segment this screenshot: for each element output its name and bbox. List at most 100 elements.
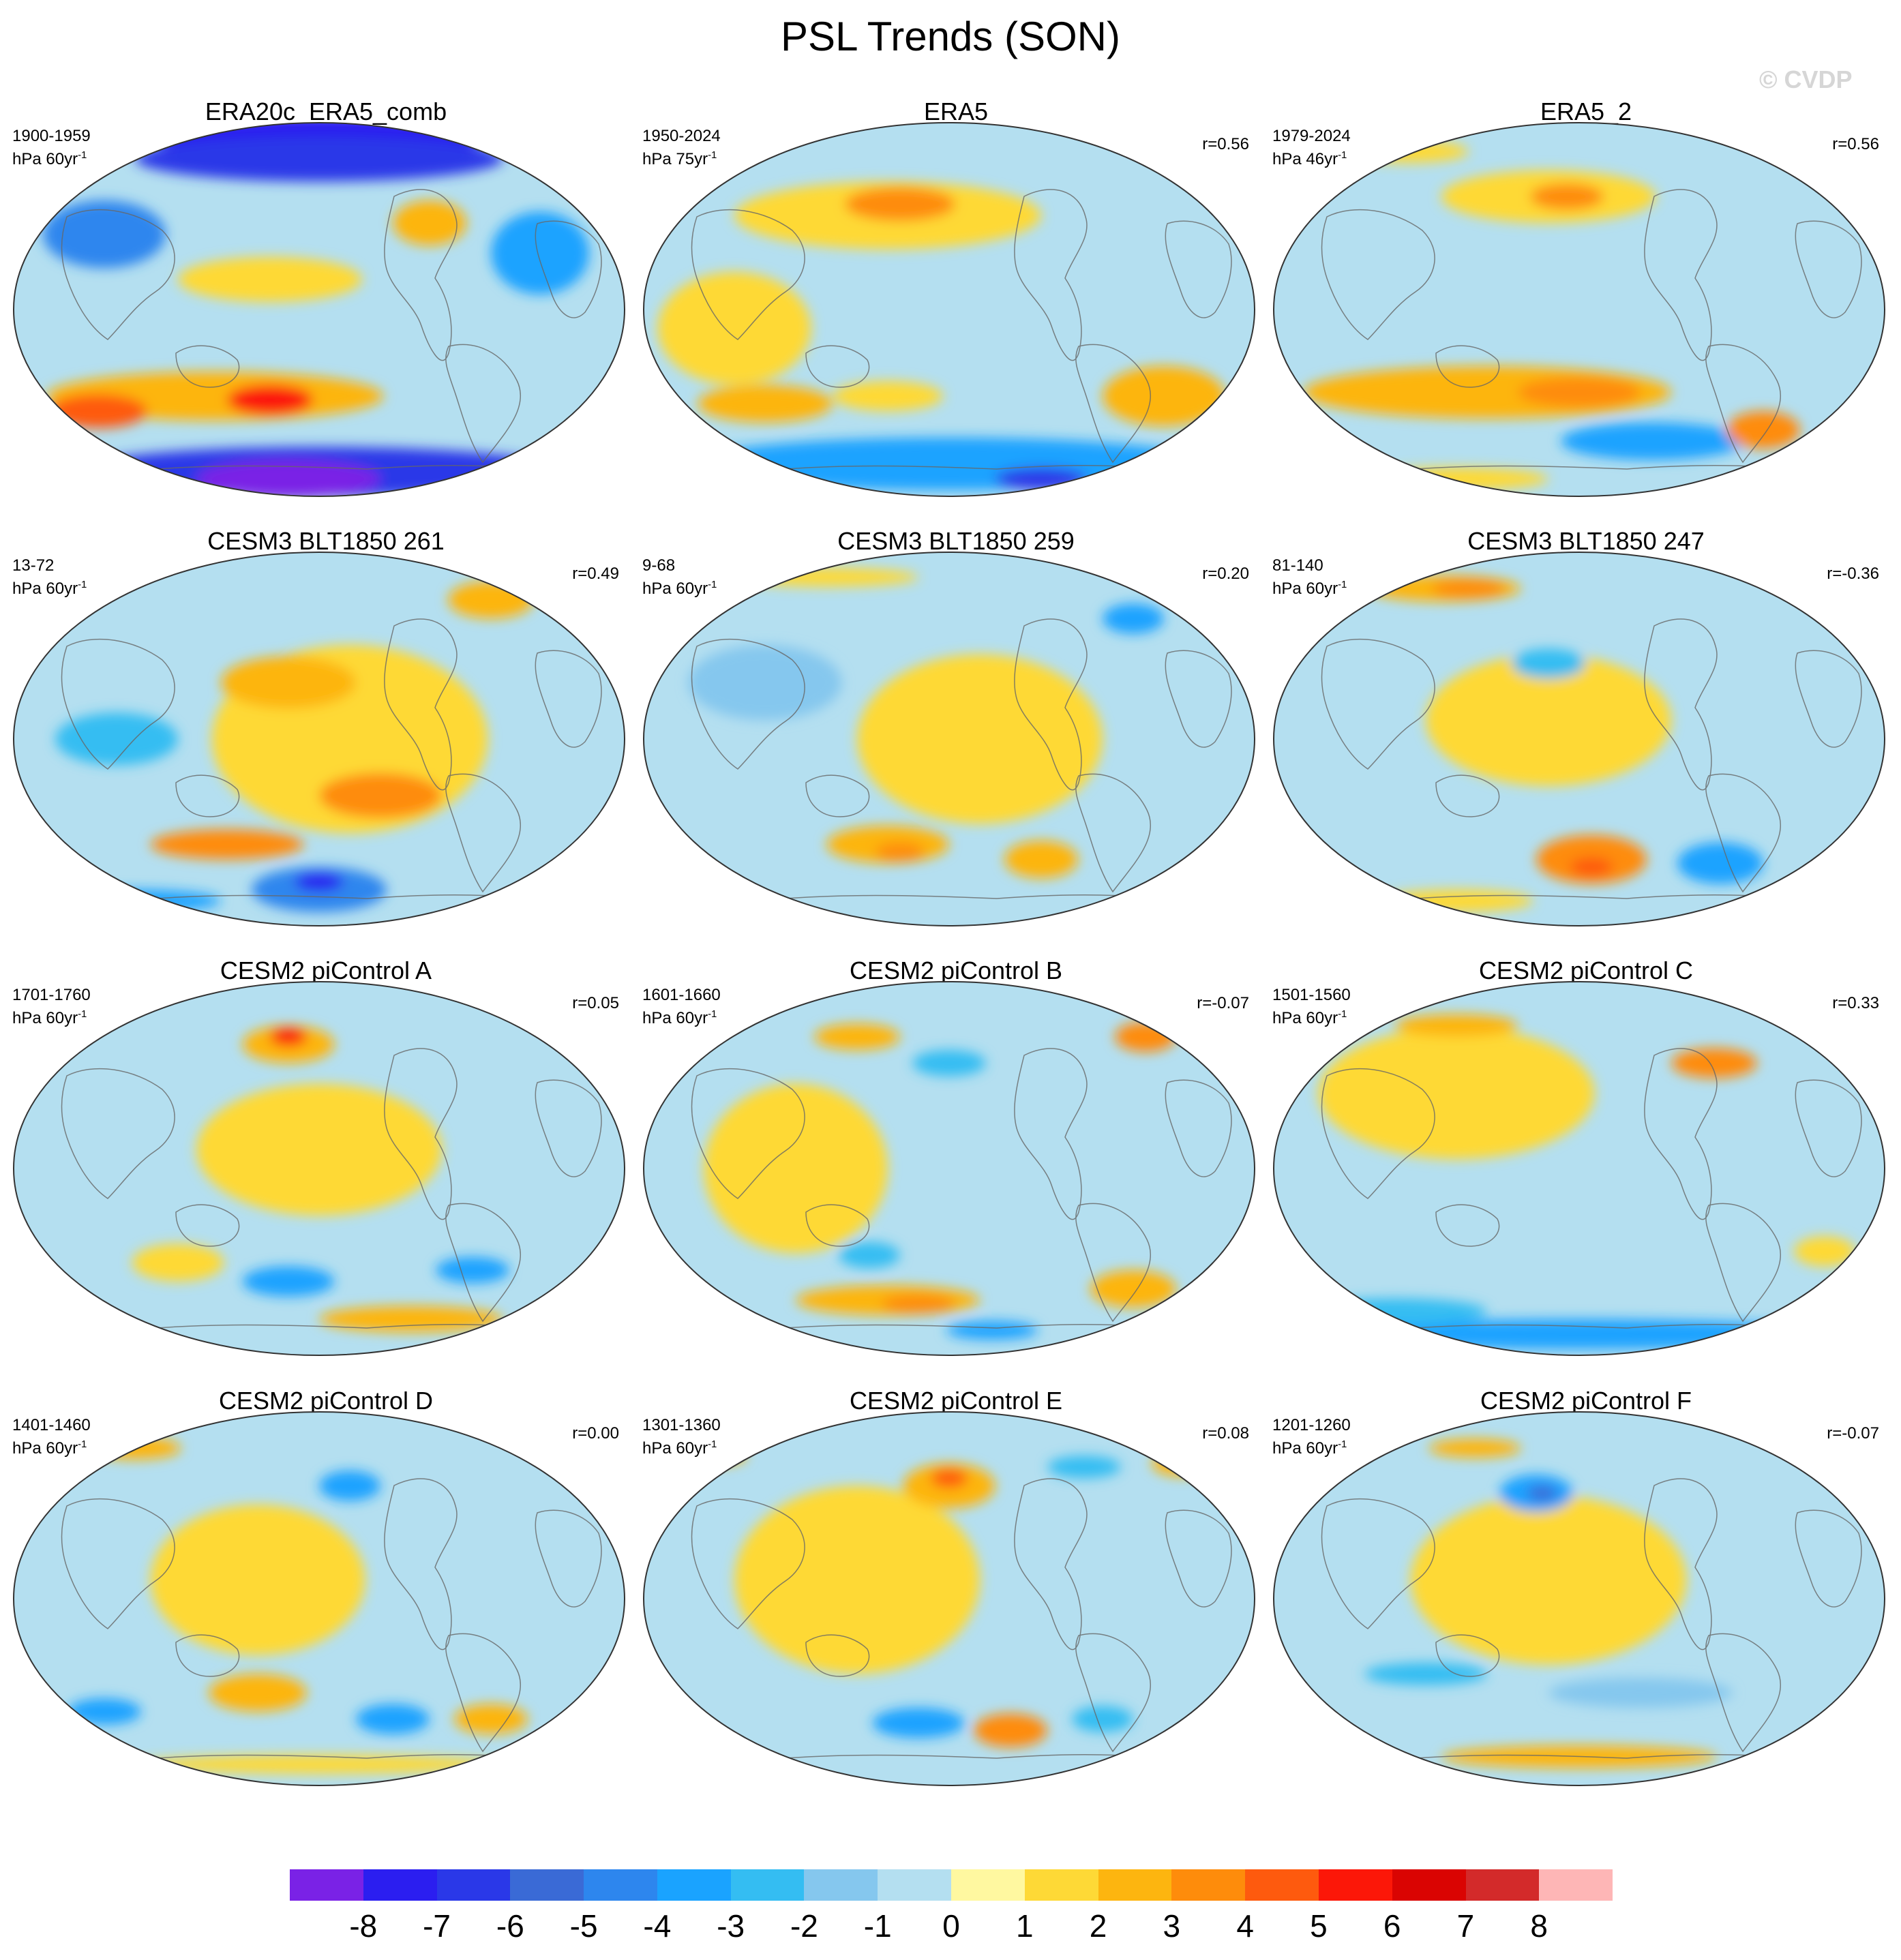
colorbar-swatch [1539,1869,1613,1901]
colorbar-labels: -8 -7 -6 -5 -4 -3 -2 -1 0 1 2 3 4 5 6 7 8 [0,1907,1901,1948]
panel-title: CESM2 piControl F [1480,1387,1692,1415]
colorbar-swatch [510,1869,584,1901]
coastline-path [805,1634,870,1677]
coastline-path [1795,220,1862,318]
map-panel: CESM2 piControl D 1401-1460 hPa 60yr-1 r=0.… [12,1386,640,1809]
coastline-path [1435,345,1500,388]
panel-title: ERA5_2 [1540,97,1632,125]
map-panel: CESM3 BLT1850 247 81-140 hPa 60yr-1 r=-0.36 [1272,526,1900,949]
panel-units-exponent: -1 [78,1438,87,1450]
panel-units: hPa 60yr-1 [12,146,87,169]
coastline-path [1435,774,1500,817]
coastline-path [1165,220,1232,318]
trend-anomaly-region [1103,603,1164,634]
panel-units-text: hPa 60yr [12,1439,78,1458]
map-border [643,122,1255,497]
colorbar-tick-label: 7 [1456,1908,1475,1944]
trend-anomaly-region [1548,1677,1733,1708]
coastline-path [1014,189,1088,361]
map-panel: ERA20c_ERA5_comb 1900-1959 hPa 60yr-1 [12,97,640,519]
map-panel: CESM3 BLT1850 259 9-68 hPa 60yr-1 r=0.20 [642,526,1270,949]
map-panel: ERA5_2 1979-2024 hPa 46yr-1 r=0.56 [1272,97,1900,519]
trend-anomaly-region [1072,1706,1133,1732]
trend-anomaly-region [912,1050,986,1076]
trend-anomaly-region [1512,648,1585,679]
robinson-map [1273,981,1885,1356]
coastline-path [535,220,602,318]
trend-anomaly-region [857,654,1103,824]
panel-title: CESM2 piControl E [849,1387,1063,1415]
coastline-path [1705,344,1781,464]
trend-anomaly-region [1518,377,1641,408]
panel-title: ERA5 [923,97,989,125]
panel-title: CESM3 BLT1850 261 [207,527,445,555]
coastline-path [445,773,521,893]
colorbar-swatch [804,1869,878,1901]
trend-anomaly-region [1103,365,1225,427]
map-border [13,981,625,1356]
panel-title: CESM2 piControl C [1478,956,1694,984]
colorbar-tick-label: 2 [1089,1908,1107,1944]
panel-units: hPa 60yr-1 [1272,1005,1347,1028]
panel-units-exponent: -1 [78,149,87,161]
trend-anomaly-region [68,1698,141,1725]
trend-anomaly-region [242,1266,335,1297]
map-panel: CESM2 piControl A 1701-1760 hPa 60yr-1 r=0.… [12,956,640,1378]
panel-units: hPa 60yr-1 [1272,1435,1347,1458]
coastline-path [1014,1478,1088,1650]
panel-units-exponent: -1 [708,579,717,590]
coastlines [1321,1048,1862,1336]
panel-units-text: hPa 60yr [12,150,78,168]
coastline-path [1705,1203,1781,1323]
colorbar [290,1869,1613,1901]
coastline-path [691,638,805,770]
trend-anomaly-region [839,1241,900,1269]
colorbar-tick-label: -4 [643,1908,672,1944]
coastline-path [1165,650,1232,748]
colorbar-swatch [1465,1869,1540,1901]
trend-anomaly-region [1794,1236,1855,1267]
panel-units: hPa 60yr-1 [642,575,717,599]
colorbar-tick-label: 4 [1236,1908,1254,1944]
map-panel: ERA5 1950-2024 hPa 75yr-1 r=0.56 [642,97,1270,519]
coastlines [1321,618,1862,906]
panel-correlation: r=0.56 [1202,135,1249,153]
panel-units-text: hPa 60yr [12,1009,78,1027]
trend-anomaly-region [1726,411,1800,449]
colorbar-swatch [730,1869,805,1901]
panel-units: hPa 60yr-1 [1272,575,1347,599]
panel-year-range: 1701-1760 [12,986,91,1004]
colorbar-tick-label: -2 [790,1908,818,1944]
coastline-path [1644,618,1718,791]
coastline-path [1795,1509,1862,1608]
trend-anomaly-region [1318,1027,1595,1160]
panel-units: hPa 46yr-1 [1272,146,1347,169]
trend-anomaly-region [974,1713,1047,1747]
trend-anomaly-region [1346,140,1469,163]
panel-year-range: 1950-2024 [642,127,721,145]
trend-anomaly-region [1410,1495,1687,1665]
trend-anomaly-region [319,1471,380,1501]
trend-anomaly-region [688,437,1210,490]
trend-anomaly-region [1527,1486,1558,1501]
trend-anomaly-region [1379,889,1533,912]
trend-anomaly-region [150,829,304,860]
panel-units: hPa 60yr-1 [12,1435,87,1458]
trend-anomaly-region [319,1306,503,1333]
trend-anomaly-region [89,1436,181,1460]
robinson-map [13,122,625,497]
trend-anomaly-region [1432,579,1506,598]
coastline-path [1435,1634,1500,1677]
trend-anomaly-region [657,271,811,385]
coastline-path [384,1478,458,1650]
trend-anomaly-region [1570,857,1613,877]
map-panel: CESM2 piControl C 1501-1560 hPa 60yr-1 r=0.… [1272,956,1900,1378]
trend-anomaly-region [1426,654,1671,786]
coastline-path [1165,1509,1232,1608]
coastline-path [61,1068,175,1199]
trend-anomaly-region [135,1755,503,1774]
coastline-path [445,344,521,464]
panel-units-text: hPa 46yr [1272,150,1338,168]
trend-anomaly-region [1004,841,1078,879]
coastline-path [1705,773,1781,893]
